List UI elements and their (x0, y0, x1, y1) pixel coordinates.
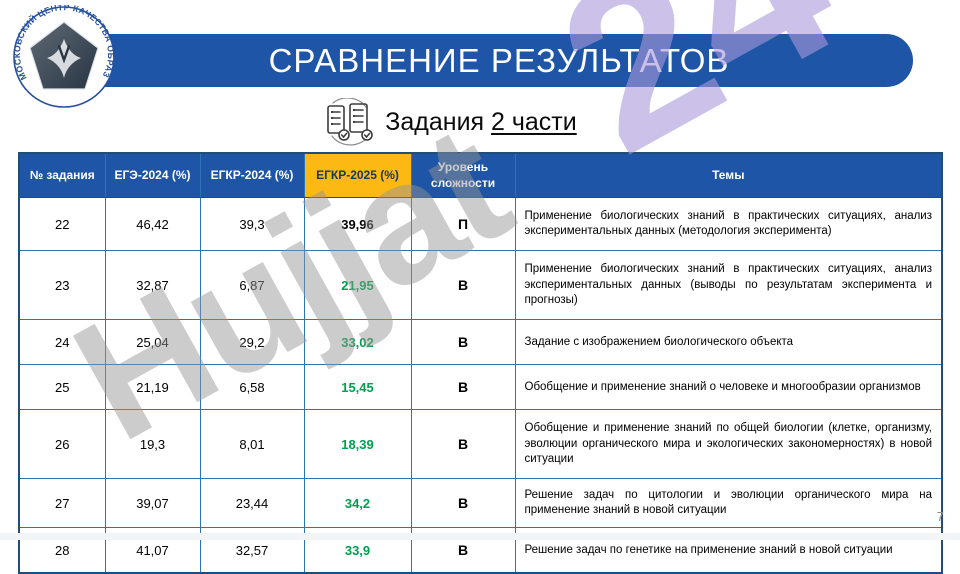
cell-topic: Решение задач по цитологии и эволюции ор… (514, 478, 943, 529)
results-table: № задания ЕГЭ-2024 (%) ЕГКР-2024 (%) ЕГК… (18, 152, 943, 574)
cell-egkr-2025: 15,45 (303, 364, 412, 411)
task-lists-icon (327, 98, 374, 146)
cell-egkr-2025: 39,96 (303, 197, 412, 252)
cell-egkr-2024: 39,3 (199, 197, 305, 252)
cell-topic: Применение биологических знаний в практи… (514, 197, 943, 252)
cell-egkr-2025: 33,02 (303, 319, 412, 366)
bottom-strip (0, 533, 960, 540)
table-row: 22 46,42 39,3 39,96 П Применение биологи… (18, 197, 943, 252)
page-title: СРАВНЕНИЕ РЕЗУЛЬТАТОВ (268, 41, 730, 79)
cell-topic: Задание с изображением биологического об… (514, 319, 943, 366)
cell-ege-2024: 46,42 (104, 197, 201, 252)
cell-egkr-2025: 34,2 (303, 478, 412, 529)
page-number: 7 (936, 509, 944, 524)
col-header-ege-2024: ЕГЭ-2024 (%) (104, 152, 201, 199)
table-row: 24 25,04 29,2 33,02 В Задание с изображе… (18, 319, 943, 366)
table-header-row: № задания ЕГЭ-2024 (%) ЕГКР-2024 (%) ЕГК… (18, 152, 943, 199)
col-header-egkr-2024: ЕГКР-2024 (%) (199, 152, 305, 199)
cell-egkr-2024: 6,87 (199, 250, 305, 321)
cell-task-number: 23 (18, 250, 106, 321)
col-header-egkr-2025: ЕГКР-2025 (%) (303, 152, 412, 199)
cell-level: В (410, 478, 516, 529)
subtitle-row: Задания 2 части (0, 96, 900, 148)
cell-level: В (410, 409, 516, 480)
cell-egkr-2024: 8,01 (199, 409, 305, 480)
col-header-level: Уровень сложности (410, 152, 516, 199)
table-row: 25 21,19 6,58 15,45 В Обобщение и примен… (18, 364, 943, 411)
cell-level: П (410, 197, 516, 252)
cell-ege-2024: 21,19 (104, 364, 201, 411)
mcko-logo: МОСКОВСКИЙ ЦЕНТР КАЧЕСТВА ОБРАЗОВАНИЯ (12, 5, 116, 108)
cell-egkr-2024: 6,58 (199, 364, 305, 411)
cell-egkr-2025: 18,39 (303, 409, 412, 480)
table-row: 26 19,3 8,01 18,39 В Обобщение и примене… (18, 409, 943, 480)
subtitle-text: Задания 2 части (385, 108, 576, 137)
cell-task-number: 26 (18, 409, 106, 480)
cell-task-number: 27 (18, 478, 106, 529)
cell-ege-2024: 39,07 (104, 478, 201, 529)
col-header-topics: Темы (514, 152, 943, 199)
results-table-wrap: № задания ЕГЭ-2024 (%) ЕГКР-2024 (%) ЕГК… (18, 152, 943, 574)
cell-level: В (410, 364, 516, 411)
cell-egkr-2024: 23,44 (199, 478, 305, 529)
cell-task-number: 25 (18, 364, 106, 411)
table-row: 27 39,07 23,44 34,2 В Решение задач по ц… (18, 478, 943, 529)
cell-topic: Обобщение и применение знаний по общей б… (514, 409, 943, 480)
cell-topic: Обобщение и применение знаний о человеке… (514, 364, 943, 411)
title-bar: СРАВНЕНИЕ РЕЗУЛЬТАТОВ (85, 34, 913, 87)
cell-task-number: 24 (18, 319, 106, 366)
cell-task-number: 22 (18, 197, 106, 252)
col-header-task-number: № задания (18, 152, 106, 199)
cell-topic: Применение биологических знаний в практи… (514, 250, 943, 321)
cell-egkr-2024: 29,2 (199, 319, 305, 366)
cell-egkr-2025: 21,95 (303, 250, 412, 321)
cell-level: В (410, 250, 516, 321)
cell-ege-2024: 25,04 (104, 319, 201, 366)
cell-ege-2024: 32,87 (104, 250, 201, 321)
table-row: 23 32,87 6,87 21,95 В Применение биологи… (18, 250, 943, 321)
cell-ege-2024: 19,3 (104, 409, 201, 480)
subtitle-part-underlined: 2 части (491, 107, 577, 136)
subtitle-prefix: Задания (385, 107, 492, 136)
cell-level: В (410, 319, 516, 366)
